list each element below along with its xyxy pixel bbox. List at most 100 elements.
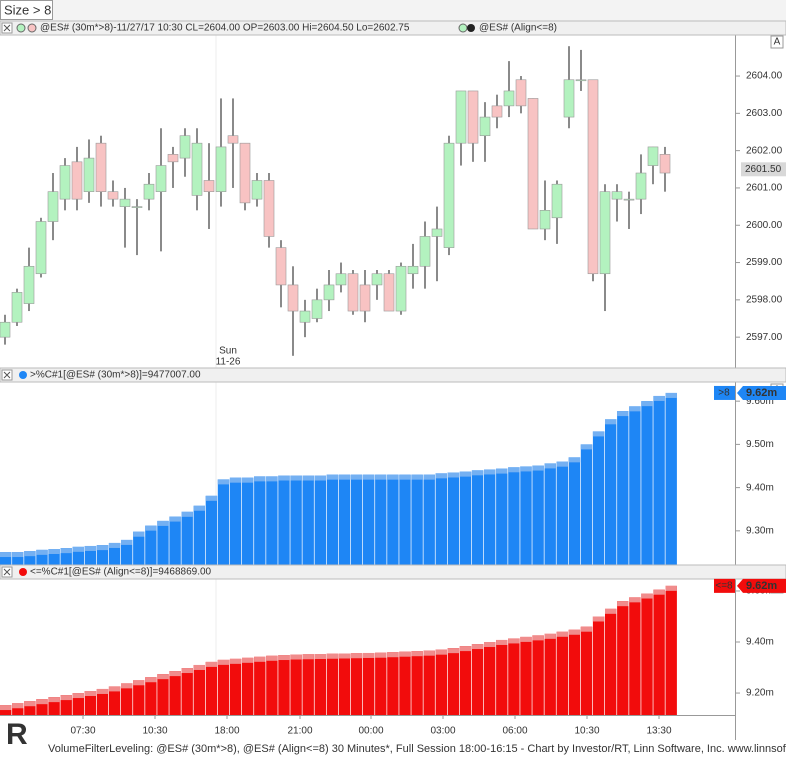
candle-body [359,284,371,312]
time-label: 07:30 [70,726,95,737]
bar [641,401,653,565]
candle-body [467,90,479,144]
bar [36,549,48,565]
bar [145,677,157,715]
bar-cap [665,585,677,591]
y-tick-label: 2597.00 [746,332,783,343]
bar [157,520,169,565]
candle-body [239,142,251,204]
candle-body [251,180,263,200]
bar [459,471,472,565]
bar [580,626,593,715]
candle-body [203,180,215,192]
autoscale-button[interactable] [770,35,784,49]
bar [108,542,121,565]
y-tick-label: 9.30m [746,525,774,536]
value-label: 9.62m [746,387,777,399]
candle-body [599,191,611,275]
bar-cap [338,653,351,659]
pane-title: @ES# (Align<=8) [479,23,557,34]
bar [48,697,60,715]
time-label: 03:00 [430,726,455,737]
bar [290,475,302,565]
bar-cap [605,608,617,614]
bar-cap [326,474,339,480]
bar [471,644,484,715]
value-box [737,578,786,593]
bar-cap [84,545,97,551]
bar [532,635,544,715]
bar-cap [72,546,84,552]
y-tick-label: 9.40m [746,637,774,648]
bar-cap [121,539,133,545]
bar-cap [96,688,109,694]
bar [60,695,72,715]
candle-body [71,161,83,200]
bar-cap [544,463,556,469]
legend-icon [27,23,37,33]
tag-box [714,385,735,400]
bar [254,476,266,565]
bar-cap [532,635,544,641]
bar [447,648,460,715]
candle-body [395,265,407,312]
bar-cap [193,505,205,511]
bar-cap [423,650,435,656]
candle-body [95,142,107,192]
candle-body [479,116,491,137]
pane-header [0,20,786,36]
bar-cap [592,431,605,437]
bar [363,652,375,715]
candle-body [383,273,395,312]
bar [217,479,230,565]
bar-cap [508,638,520,644]
bar-cap [24,701,36,707]
bar-cap [350,474,363,480]
bar-cap [242,477,254,483]
filter-box[interactable] [0,0,53,20]
session-day: Sun [219,346,237,357]
bar-cap [314,475,326,481]
bar-cap [121,683,133,689]
bar [435,473,447,565]
value-label: 9.62m [746,580,777,592]
bar [242,657,254,715]
bar [36,699,48,715]
bar-cap [24,551,36,557]
bar-cap [629,597,641,603]
value-box [737,385,786,400]
bar [96,688,109,715]
bar-cap [435,649,447,655]
bar-cap [387,652,399,658]
bar [592,616,605,715]
bar-cap [459,646,472,652]
bar-cap [290,654,302,660]
y-tick-label: 2603.00 [746,108,783,119]
bar-cap [496,639,508,645]
candle-body [323,284,335,301]
bar [72,693,84,715]
y-tick-label: 9.60m [746,396,774,407]
bar [568,457,581,565]
y-tick-label: 2599.00 [746,257,783,268]
time-label: 06:00 [502,726,527,737]
bar-cap [229,477,242,483]
bar [592,431,605,565]
bar [193,505,205,565]
bar-cap [266,476,278,482]
bar-cap [133,531,145,537]
bar [556,461,568,565]
bar-cap [169,671,181,677]
bar [326,474,339,565]
bar-cap [617,411,629,417]
bar [48,549,60,565]
candle-body [47,191,59,222]
bar-cap [423,474,435,480]
bar [193,664,205,715]
bar [387,652,399,715]
bar [121,539,133,565]
bar-cap [242,657,254,663]
bar [72,546,84,565]
candle-body [299,310,311,323]
bar-cap [60,695,72,701]
